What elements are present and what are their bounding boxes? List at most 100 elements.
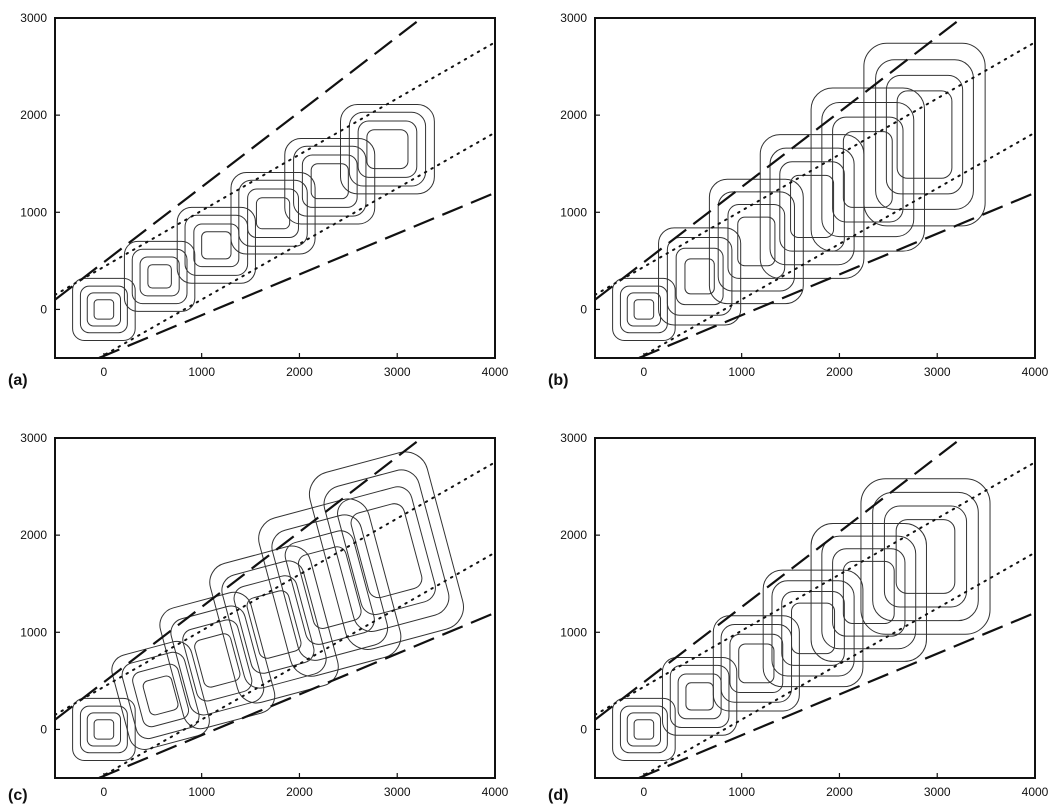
contour-line <box>323 469 450 632</box>
x-tick-label: 4000 <box>482 365 509 379</box>
contour-line <box>93 719 115 740</box>
dashed-envelope-line-2 <box>638 611 1035 778</box>
dotted-envelope-line-1 <box>595 461 1035 716</box>
y-tick-label: 0 <box>580 722 587 736</box>
dotted-envelope-line-2 <box>98 551 495 778</box>
contour-line <box>612 697 676 762</box>
dotted-envelope-line-1 <box>55 41 495 296</box>
x-tick-label: 3000 <box>384 785 411 799</box>
contour-line <box>810 522 927 662</box>
contour-line <box>72 277 136 342</box>
y-tick-label: 3000 <box>560 11 587 25</box>
panel-2: 0 1000 2000 3000 4000 0 1000 2000 3000 (b) <box>548 11 1049 389</box>
contour-line <box>781 590 845 666</box>
contour-line <box>790 174 835 239</box>
contour-line <box>666 237 733 316</box>
puff-2 <box>661 657 738 736</box>
contour-line <box>720 624 793 703</box>
contour-line <box>771 580 855 677</box>
contour-line <box>738 643 775 684</box>
contour-line <box>86 292 122 327</box>
contour-line <box>132 663 190 728</box>
x-tick-label: 3000 <box>924 785 951 799</box>
contour-line <box>194 633 241 688</box>
contour-line <box>677 673 722 720</box>
contour-line <box>221 560 327 689</box>
contour-line <box>255 197 291 230</box>
contour-line <box>230 171 316 255</box>
y-tick-label: 2000 <box>560 108 587 122</box>
y-tick-label: 2000 <box>20 528 47 542</box>
panel-3: 0 1000 2000 3000 4000 0 1000 2000 3000 (c) <box>8 431 509 804</box>
contour-line <box>301 154 358 208</box>
puff-2 <box>111 640 210 750</box>
plot-frame <box>54 437 496 779</box>
puff-6 <box>308 451 464 650</box>
y-tick-label: 1000 <box>560 625 587 639</box>
plot-area <box>595 438 1035 778</box>
puff-1 <box>612 697 676 762</box>
dashed-envelope-line-1 <box>55 18 423 301</box>
x-tick-label: 1000 <box>728 785 755 799</box>
puff-4 <box>762 569 864 688</box>
puff-3 <box>159 591 276 730</box>
contour-line <box>612 277 676 342</box>
y-tick-label: 2000 <box>560 528 587 542</box>
contour-line <box>123 240 196 312</box>
dashed-envelope-line-1 <box>595 18 963 301</box>
contour-line <box>633 719 655 740</box>
contour-line <box>860 478 991 635</box>
contour-line <box>661 657 738 736</box>
dashed-envelope-line-2 <box>98 611 495 778</box>
contour-line <box>895 519 956 594</box>
contour-line <box>121 651 200 740</box>
plot-frame <box>594 17 1036 359</box>
x-tick-label: 2000 <box>286 785 313 799</box>
contour-line <box>357 120 418 178</box>
contour-line <box>233 575 315 674</box>
contour-line <box>842 131 893 208</box>
x-tick-label: 0 <box>641 365 648 379</box>
puff-5 <box>284 137 376 225</box>
contour-line <box>727 204 786 279</box>
contour-line <box>832 548 906 637</box>
contour-line <box>170 605 265 716</box>
x-tick-label: 1000 <box>728 365 755 379</box>
x-tick-label: 4000 <box>1022 365 1049 379</box>
puff-5 <box>810 87 926 252</box>
contour-line <box>896 90 953 179</box>
contour-line <box>669 664 730 728</box>
contour-line <box>142 675 179 716</box>
contour-line <box>769 147 855 266</box>
contour-line <box>685 682 714 711</box>
contour-line <box>626 292 662 327</box>
contour-line <box>832 116 904 223</box>
contour-line <box>810 87 926 252</box>
contour-line <box>729 633 784 694</box>
contour-line <box>209 545 339 704</box>
puff-4 <box>209 545 339 704</box>
plot-area <box>595 18 1035 358</box>
contour-line <box>821 102 915 238</box>
panel-label: (a) <box>8 372 28 389</box>
puff-1 <box>72 277 136 342</box>
contour-line <box>658 227 742 326</box>
y-tick-label: 3000 <box>560 431 587 445</box>
contour-line <box>348 111 427 187</box>
contour-line <box>350 503 423 599</box>
puff-5 <box>810 522 927 662</box>
x-tick-label: 2000 <box>826 365 853 379</box>
y-tick-label: 3000 <box>20 431 47 445</box>
panel-label: (b) <box>548 372 568 389</box>
contour-line <box>193 223 240 268</box>
dashed-envelope-line-1 <box>595 438 963 721</box>
x-tick-label: 1000 <box>188 785 215 799</box>
contour-line <box>675 247 724 306</box>
x-tick-label: 4000 <box>482 785 509 799</box>
contour-line <box>284 530 375 645</box>
contour-line <box>885 74 964 195</box>
contour-line <box>633 299 655 320</box>
y-tick-label: 3000 <box>20 11 47 25</box>
contour-line <box>708 178 804 305</box>
dotted-envelope-line-1 <box>55 461 495 716</box>
